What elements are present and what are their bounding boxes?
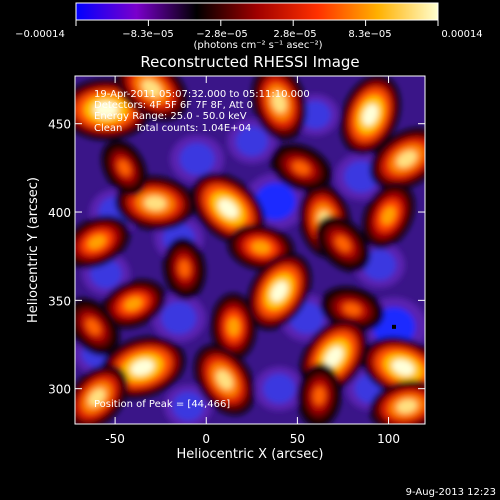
heatmap-blob-high — [362, 182, 415, 249]
colorbar-unit-label: (photons cm⁻² s⁻¹ asec⁻²) — [193, 40, 322, 51]
heatmap-blob-high — [297, 363, 342, 424]
heatmap-blob-high — [369, 127, 425, 191]
heatmap-blob-high — [270, 143, 332, 193]
colorbar-label-5: 0.00014 — [441, 29, 482, 40]
heatmap-blob-low-core — [172, 391, 204, 421]
peak-layer — [392, 324, 397, 329]
heatmap-blob-low-core — [255, 182, 296, 221]
heatmap-blob-high — [315, 215, 371, 272]
annotation-energy-range: Energy Range: 25.0 - 50.0 keV — [94, 111, 247, 122]
x-tick-label: 0 — [202, 432, 210, 446]
colorbar-gradient — [75, 2, 439, 21]
y-axis-label: Heliocentric Y (arcsec) — [26, 177, 41, 323]
colorbar-ticks — [75, 20, 439, 26]
annotation-clean-counts: Clean Total counts: 1.04E+04 — [94, 123, 251, 134]
annotation-time-range: 19-Apr-2011 05:07:32.000 to 05:11:10.000 — [94, 89, 310, 100]
colorbar-label-3: 2.8e−05 — [273, 29, 316, 40]
y-tick-label: 350 — [48, 294, 71, 308]
heatmap-blob-high — [101, 139, 147, 196]
heatmap-blob-high — [247, 253, 312, 330]
timestamp: 9-Aug-2013 12:23 — [406, 487, 496, 498]
axis-ticks: -50 0 50 100 300 350 400 450 — [48, 76, 425, 446]
y-tick-label: 300 — [48, 383, 71, 397]
heatmap-blob-high — [340, 76, 401, 155]
heatmap-blob-high — [75, 297, 120, 356]
heatmap-blob-low-core — [179, 142, 215, 176]
heatmap-blob-high — [115, 76, 188, 121]
colorbar-label-2: −2.8e−05 — [196, 29, 248, 40]
heatmap — [75, 76, 425, 424]
x-tick-label: 50 — [290, 432, 305, 446]
heatmap-blob-high — [75, 364, 129, 424]
heatmap-blob-high — [210, 293, 257, 361]
colorbar: −0.00014 −8.3e−05 −2.8e−05 2.8e−05 8.3e−… — [15, 2, 483, 51]
heatmap-blob-low-core — [235, 126, 268, 157]
colorbar-label-4: 8.3e−05 — [348, 29, 391, 40]
heatmap-blob-low-core — [161, 301, 197, 335]
annotation-detectors: Detectors: 4F 5F 6F 7F 8F, Att 0 — [94, 100, 253, 111]
colorbar-label-1: −8.3e−05 — [122, 29, 174, 40]
chart-title: Reconstructed RHESSI Image — [140, 53, 359, 71]
heatmap-blob-low-core — [300, 100, 331, 129]
y-tick-label: 450 — [48, 118, 71, 132]
heatmap-blob-high — [100, 279, 166, 329]
heatmap-blob-high — [193, 344, 256, 416]
plot-area: -50 0 50 100 300 350 400 450 19-Apr-2011 05:07:… — [48, 75, 426, 446]
heatmap-blob-high — [251, 76, 307, 141]
heatmap-blob-low-core — [362, 249, 397, 281]
heatmap-blob-high — [163, 237, 206, 300]
x-tick-label: -50 — [105, 432, 125, 446]
x-axis-label: Heliocentric X (arcsec) — [177, 447, 324, 462]
heatmap-blob-low-core — [263, 373, 296, 404]
heatmap-blob-high — [75, 215, 130, 269]
heatmap-blob-low-core — [344, 160, 379, 193]
annotation-peak-position: Position of Peak = [44,466] — [94, 399, 230, 410]
y-tick-label: 400 — [48, 206, 71, 220]
plot-frame — [74, 75, 426, 425]
peak-marker — [392, 324, 397, 329]
x-tick-label: 100 — [377, 432, 400, 446]
colorbar-label-0: −0.00014 — [15, 29, 65, 40]
